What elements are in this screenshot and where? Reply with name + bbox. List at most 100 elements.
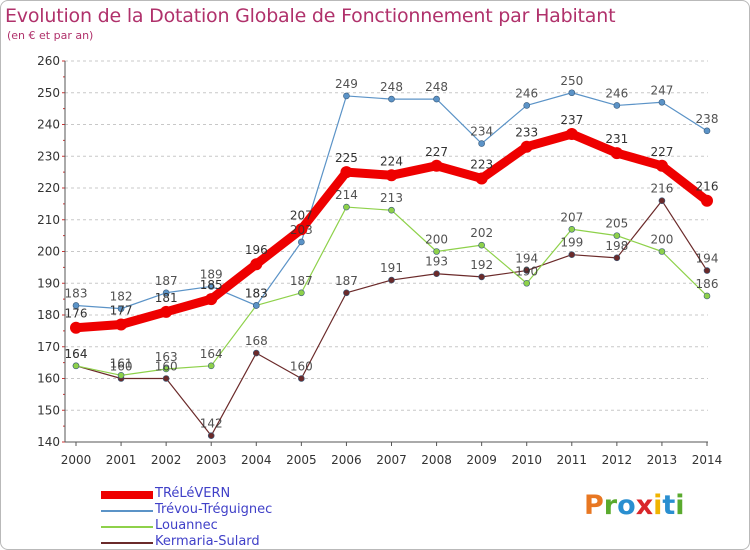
data-label: 181	[155, 291, 178, 305]
data-point	[252, 302, 260, 309]
data-label: 142	[200, 417, 223, 431]
data-label: 168	[245, 334, 268, 348]
data-label: 187	[290, 274, 313, 288]
data-label: 186	[696, 277, 719, 291]
data-point	[207, 432, 215, 439]
chart-title: Evolution de la Dotation Globale de Fonc…	[5, 5, 616, 27]
data-label: 202	[470, 226, 493, 240]
data-point	[568, 251, 576, 258]
data-label: 199	[560, 236, 583, 250]
x-tick-label: 2007	[376, 453, 407, 467]
legend-swatch	[101, 542, 153, 544]
x-tick-label: 2006	[331, 453, 362, 467]
data-label: 248	[425, 80, 448, 94]
data-point	[298, 289, 305, 297]
data-label: 225	[335, 151, 358, 165]
y-tick-label: 250	[37, 86, 60, 100]
data-label: 193	[425, 255, 448, 269]
data-point	[520, 140, 533, 153]
data-point	[475, 172, 488, 185]
logo-letter: i	[675, 490, 685, 521]
data-label: 200	[425, 233, 448, 247]
data-point	[117, 305, 125, 312]
data-point	[207, 362, 215, 370]
data-point	[343, 92, 350, 100]
data-label: 189	[200, 267, 223, 281]
data-label: 233	[515, 126, 538, 140]
x-tick-label: 2013	[647, 453, 678, 467]
data-label: 216	[650, 182, 673, 196]
data-point	[523, 102, 531, 109]
data-label: 190	[515, 264, 538, 278]
data-label: 214	[335, 188, 358, 202]
data-label: 224	[380, 154, 403, 168]
logo-letter: t	[662, 490, 676, 521]
data-label: 227	[425, 145, 448, 159]
y-tick-label: 180	[37, 308, 60, 322]
data-point	[613, 102, 621, 109]
logo-letter: i	[653, 490, 663, 521]
legend-swatch	[101, 491, 153, 499]
data-point	[658, 197, 666, 204]
data-label: 187	[155, 274, 178, 288]
data-label: 160	[155, 360, 178, 374]
data-label: 223	[470, 157, 493, 171]
data-label: 164	[200, 347, 223, 361]
data-point	[658, 98, 666, 106]
data-label: 249	[335, 77, 358, 91]
y-tick-label: 210	[37, 213, 60, 227]
data-point	[70, 321, 82, 334]
data-point	[568, 225, 576, 233]
data-label: 198	[605, 239, 628, 253]
data-label: 234	[470, 125, 493, 139]
data-label: 161	[110, 356, 133, 370]
data-point	[343, 203, 350, 211]
x-tick-label: 2000	[61, 453, 92, 467]
data-point	[388, 95, 395, 103]
data-point	[298, 238, 305, 246]
data-label: 207	[560, 210, 583, 224]
data-label: 237	[560, 113, 583, 127]
y-tick-label: 170	[37, 340, 60, 354]
data-label: 238	[696, 112, 719, 126]
data-point	[703, 267, 711, 274]
data-point	[115, 318, 128, 331]
data-point	[433, 270, 440, 278]
data-point	[658, 248, 666, 255]
data-label: 203	[290, 223, 313, 237]
logo-letter: x	[635, 490, 654, 521]
data-point	[430, 159, 443, 172]
series-trelevern	[70, 128, 713, 334]
data-label: 231	[605, 132, 628, 146]
data-label: 250	[560, 74, 583, 88]
data-label: 176	[65, 307, 88, 321]
data-label: 247	[650, 83, 673, 97]
data-point	[117, 372, 125, 379]
y-tick-label: 140	[37, 435, 60, 449]
series-louannec	[72, 203, 711, 379]
data-point	[162, 365, 170, 373]
data-point	[523, 279, 531, 287]
x-tick-label: 2008	[421, 453, 452, 467]
data-point	[207, 283, 215, 290]
data-point	[72, 362, 80, 370]
data-point	[565, 128, 578, 141]
data-point	[250, 258, 263, 271]
data-point	[613, 254, 621, 262]
data-point	[433, 95, 440, 103]
data-point	[703, 127, 711, 135]
x-tick-label: 2004	[241, 453, 272, 467]
data-label: 183	[245, 286, 268, 300]
legend-label: TRéLéVERN	[155, 486, 231, 501]
data-point	[613, 232, 621, 239]
y-tick-label: 260	[37, 54, 60, 68]
data-label: 196	[245, 243, 268, 257]
logo-letter: o	[617, 490, 636, 521]
y-tick-label: 160	[37, 372, 60, 386]
data-point	[568, 89, 576, 97]
x-tick-label: 2002	[151, 453, 182, 467]
x-tick-label: 2009	[466, 453, 497, 467]
legend-item-trelevern: TRéLéVERN	[101, 486, 401, 502]
logo-letter: P	[584, 490, 604, 521]
y-tick-label: 240	[37, 118, 60, 132]
